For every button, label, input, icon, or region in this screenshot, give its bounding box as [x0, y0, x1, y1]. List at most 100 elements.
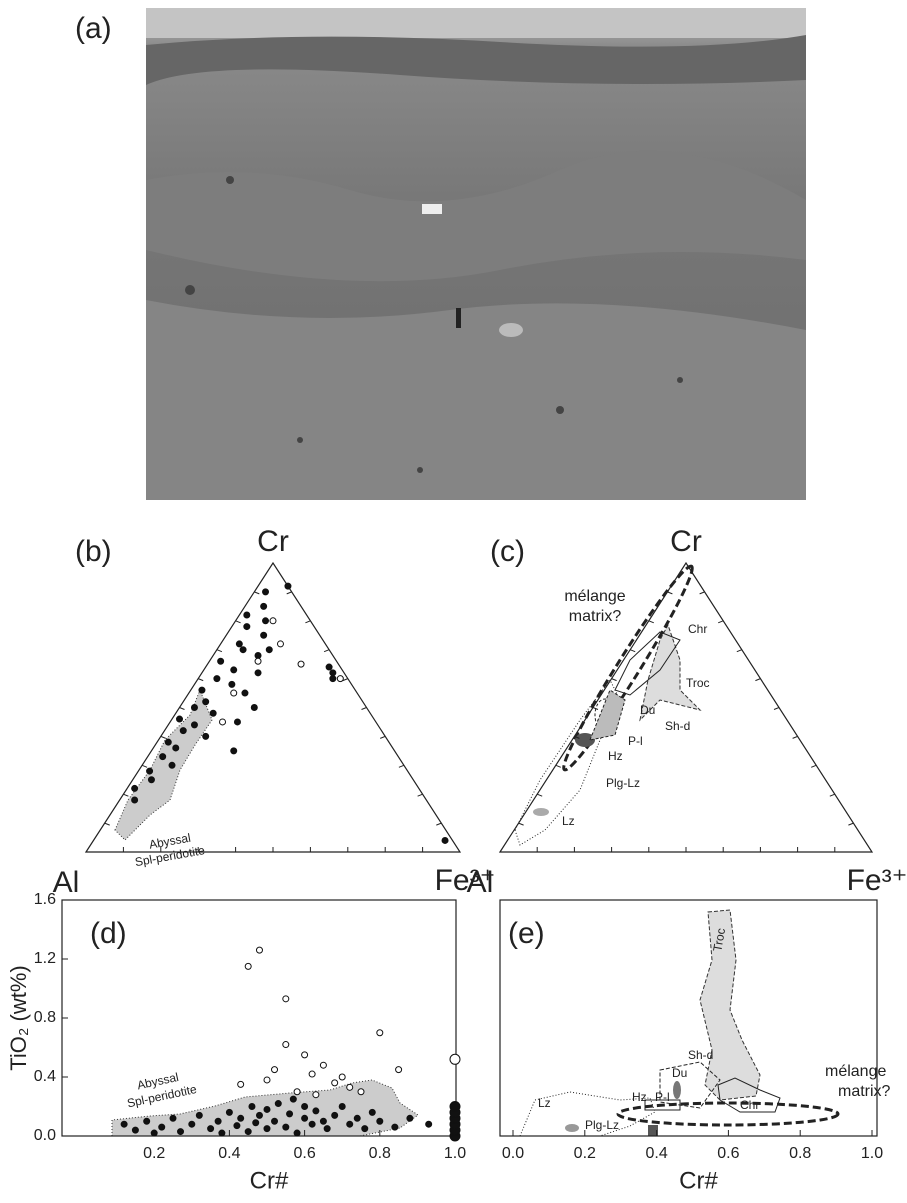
field-label: matrix?: [569, 608, 622, 625]
data-point: [231, 690, 237, 696]
axis-tick: [217, 650, 222, 652]
data-point: [283, 996, 289, 1002]
data-point: [165, 739, 171, 745]
data-point: [159, 1124, 165, 1130]
x-tick-label: 0.8: [369, 1145, 391, 1162]
x-tick-label: 0.6: [293, 1145, 315, 1162]
data-point: [309, 1071, 315, 1077]
field-label: Chr: [688, 622, 707, 636]
figure: (a) Abyssal Spl-peridotite mélange matri…: [0, 0, 907, 1198]
data-point: [326, 664, 332, 670]
field-label: Plg-Lz: [585, 1118, 619, 1132]
x-axis-label: Cr#: [679, 1167, 718, 1194]
axis-tick: [236, 621, 241, 623]
field-label: Du: [672, 1066, 687, 1080]
axis-tick: [718, 621, 723, 623]
data-point: [264, 1126, 270, 1132]
data-point: [358, 1089, 364, 1095]
data-point: [396, 1067, 402, 1073]
data-point: [218, 658, 224, 664]
data-point: [236, 641, 242, 647]
data-point: [330, 676, 336, 682]
axis-tick: [287, 592, 292, 594]
data-point: [330, 670, 336, 676]
axis-tick: [123, 794, 128, 796]
data-point: [294, 1130, 300, 1136]
corner-label: Fe³⁺: [847, 864, 907, 897]
data-point: [121, 1121, 127, 1127]
data-point: [256, 1112, 262, 1118]
field-label: Lz: [562, 814, 575, 828]
axis-tick: [755, 679, 760, 681]
data-point: [270, 618, 276, 624]
axis-tick: [774, 708, 779, 710]
panel-label: (a): [75, 12, 112, 45]
data-point: [337, 676, 343, 682]
triangle: [500, 563, 872, 852]
y-tick-label: 1.2: [34, 950, 56, 967]
axis-tick: [142, 765, 147, 767]
data-point: [238, 1081, 244, 1087]
field-label: Plg-Lz: [606, 776, 640, 790]
data-point: [272, 1118, 278, 1124]
corner-label: Cr: [670, 525, 702, 558]
data-point: [210, 710, 216, 716]
field-label: Du: [640, 703, 655, 717]
data-point: [339, 1104, 345, 1110]
field-label: Lz: [538, 1096, 551, 1110]
data-point: [234, 719, 240, 725]
x-tick-label: 0.2: [574, 1145, 596, 1162]
field-label: P-l: [628, 734, 643, 748]
data-point: [285, 583, 291, 589]
data-point: [151, 1130, 157, 1136]
x-tick-label: 0.4: [218, 1145, 240, 1162]
data-point: [302, 1104, 308, 1110]
axis-tick: [380, 736, 385, 738]
data-point: [238, 1115, 244, 1121]
data-point: [426, 1121, 432, 1127]
axis-tick: [324, 650, 329, 652]
data-point: [275, 1101, 281, 1107]
axis-tick: [418, 794, 423, 796]
data-point: [203, 699, 209, 705]
data-point: [226, 1109, 232, 1115]
y-tick-label: 0.0: [34, 1127, 56, 1144]
data-point: [255, 652, 261, 658]
data-point: [261, 603, 267, 609]
data-point: [332, 1112, 338, 1118]
data-point: [313, 1108, 319, 1114]
data-point: [256, 947, 262, 953]
data-point: [302, 1052, 308, 1058]
axis-tick: [700, 592, 705, 594]
panel-label: (b): [75, 535, 112, 568]
axis-tick: [667, 592, 672, 594]
data-point: [302, 1115, 308, 1121]
x-tick-label: 0.4: [645, 1145, 667, 1162]
data-point: [283, 1042, 289, 1048]
axis-tick: [198, 679, 203, 681]
data-point: [450, 1102, 460, 1112]
data-point: [263, 618, 269, 624]
data-point: [255, 670, 261, 676]
data-point: [180, 728, 186, 734]
data-point: [298, 661, 304, 667]
field-label: Hz: [632, 1090, 647, 1104]
data-point: [178, 1129, 184, 1135]
data-point: [199, 687, 205, 693]
data-point: [214, 676, 220, 682]
x-tick-label: 1.0: [861, 1145, 883, 1162]
data-point: [240, 647, 246, 653]
axis-tick: [737, 650, 742, 652]
data-point: [220, 719, 226, 725]
data-point: [309, 1121, 315, 1127]
data-point: [169, 762, 175, 768]
data-point: [266, 647, 272, 653]
data-point: [244, 612, 250, 618]
data-point: [290, 1096, 296, 1102]
photo: [146, 8, 806, 500]
data-point: [377, 1030, 383, 1036]
data-point: [313, 1092, 319, 1098]
x-tick-label: 0.2: [143, 1145, 165, 1162]
y-tick-label: 0.4: [34, 1068, 56, 1085]
data-point: [294, 1089, 300, 1095]
